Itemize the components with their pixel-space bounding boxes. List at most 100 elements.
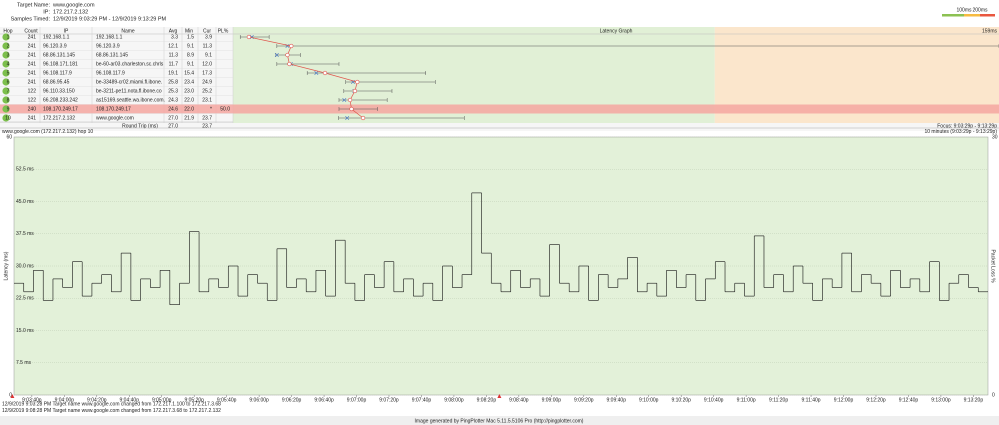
round-trip-cur: 23.7 <box>202 123 212 129</box>
hop-badge <box>2 87 10 95</box>
hop-badge <box>2 42 10 50</box>
y-tick-label: 22.5 ms <box>16 296 34 302</box>
cell-min: 23.4 <box>184 79 194 85</box>
cell-cur: 12.0 <box>202 61 212 67</box>
y-tick-label: 60 <box>6 134 12 140</box>
x-tick-label: 9:08:20p <box>477 397 497 403</box>
cell-ip: 68.86.95.45 <box>43 79 70 85</box>
x-tick-label: 9:12:00p <box>834 397 854 403</box>
cell-ip: 96.110.33.150 <box>43 88 75 94</box>
ip: 172.217.2.132 <box>53 9 88 15</box>
avg-marker <box>347 97 353 103</box>
y-tick-label: 7.5 ms <box>16 360 32 366</box>
x-tick-label: 9:11:20p <box>769 397 788 403</box>
cell-ip: 192.168.1.1 <box>43 34 70 40</box>
cell-name: 192.168.1.1 <box>96 34 123 40</box>
cell-count: 241 <box>28 52 37 58</box>
cell-name: 108.170.249.17 <box>96 106 131 112</box>
cell-avg: 19.1 <box>168 70 178 76</box>
x-tick-label: 9:03:40p <box>22 397 42 403</box>
graph-range: 10 minutes (9:03:29p - 9:13:29p) <box>924 129 997 135</box>
cell-ip: 96.108.117.9 <box>43 70 72 76</box>
x-tick-label: 9:07:00p <box>347 397 367 403</box>
cell-name: 96.108.117.9 <box>96 70 125 76</box>
cell-min: 1.5 <box>187 34 194 40</box>
cell-count: 241 <box>28 79 37 85</box>
cell-avg: 11.7 <box>169 61 179 67</box>
cell-name: be-33489-cr02.miami.fl.ibone. <box>96 79 162 85</box>
current-marker <box>274 52 279 58</box>
cell-hop: 7 <box>7 88 10 94</box>
cell-cur: 24.9 <box>202 79 212 85</box>
avg-marker <box>355 79 360 85</box>
cell-hop: 2 <box>7 43 10 49</box>
cell-hop: 6 <box>7 79 10 85</box>
x-tick-label: 9:07:40p <box>412 397 432 403</box>
target-name: www.google.com <box>52 2 95 8</box>
cell-min: 8.9 <box>187 52 194 58</box>
samples-label: Samples Timed: <box>11 16 51 22</box>
cell-name: as15169.seattle.wa.ibone.com. <box>96 97 165 103</box>
cell-count: 241 <box>28 70 37 76</box>
avg-marker <box>352 88 357 94</box>
footer: Image generated by PingPlotter Mac 5.11.… <box>415 418 584 424</box>
scale-max: 159ms <box>982 28 998 34</box>
y2-tick-label: 0 <box>992 392 995 398</box>
x-tick-label: 9:13:00p <box>931 397 951 403</box>
y-tick-label: 52.5 ms <box>16 167 34 173</box>
cell-name: be-3211-pe11.nota.fl.ibone.co <box>96 88 162 94</box>
cell-hop: 4 <box>7 61 10 67</box>
cell-avg: 25.8 <box>168 79 178 85</box>
cell-min: 15.4 <box>184 70 194 76</box>
cell-cur: 23.7 <box>202 115 212 121</box>
y-tick-label: 30.0 ms <box>16 263 34 269</box>
y2-tick-label: 30 <box>992 134 998 140</box>
x-tick-label: 9:10:20p <box>671 397 691 403</box>
step-connectors <box>23 192 979 305</box>
legend-label: 200ms <box>972 7 988 13</box>
avg-marker <box>287 61 292 67</box>
cell-avg: 12.1 <box>168 43 178 49</box>
column-header: IP <box>64 28 69 34</box>
cell-pl: 50.0 <box>220 106 230 112</box>
column-header: Cur <box>203 28 211 34</box>
cell-min: 22.0 <box>184 106 194 112</box>
hop-badge <box>2 114 10 122</box>
x-tick-label: 9:09:40p <box>607 397 627 403</box>
cell-avg: 27.0 <box>168 115 178 121</box>
event-marker <box>497 394 502 398</box>
x-tick-label: 9:08:00p <box>444 397 464 403</box>
cell-count: 241 <box>28 61 37 67</box>
current-marker <box>314 70 319 76</box>
cell-count: 240 <box>28 106 37 112</box>
cell-count: 122 <box>28 97 37 103</box>
cell-count: 241 <box>28 115 37 121</box>
x-tick-label: 9:12:40p <box>899 397 919 403</box>
legend-yellow <box>964 14 980 17</box>
x-tick-label: 9:04:00p <box>55 397 75 403</box>
event-text: 12/9/2019 9:03:28 PM Target name www.goo… <box>2 401 221 407</box>
cell-ip: 172.217.2.132 <box>43 115 75 121</box>
y-tick-label: 37.5 ms <box>16 231 34 237</box>
x-tick-label: 9:04:40p <box>120 397 140 403</box>
column-header: Count <box>24 28 38 34</box>
current-marker <box>345 115 350 121</box>
cell-count: 241 <box>28 43 37 49</box>
avg-marker <box>322 70 328 76</box>
y-tick-label: 45.0 ms <box>16 199 34 205</box>
cell-min: 21.9 <box>184 115 194 121</box>
cell-count: 122 <box>28 88 37 94</box>
x-tick-label: 9:05:20p <box>184 397 204 403</box>
round-trip-label: Round Trip (ms) <box>122 123 158 129</box>
x-tick-label: 9:09:00p <box>542 397 562 403</box>
avg-marker <box>289 43 294 49</box>
hop-badge <box>2 105 10 113</box>
cell-min: 9.1 <box>187 43 194 49</box>
legend-green <box>942 14 964 17</box>
legend-label: 100ms <box>956 7 972 13</box>
cell-ip: 96.120.3.9 <box>43 43 67 49</box>
x-tick-label: 9:10:40p <box>704 397 724 403</box>
cell-avg: 24.6 <box>168 106 178 112</box>
column-header: Latency Graph <box>600 28 633 34</box>
samples: 12/9/2019 9:03:29 PM - 12/9/2019 9:13:29… <box>53 16 167 22</box>
